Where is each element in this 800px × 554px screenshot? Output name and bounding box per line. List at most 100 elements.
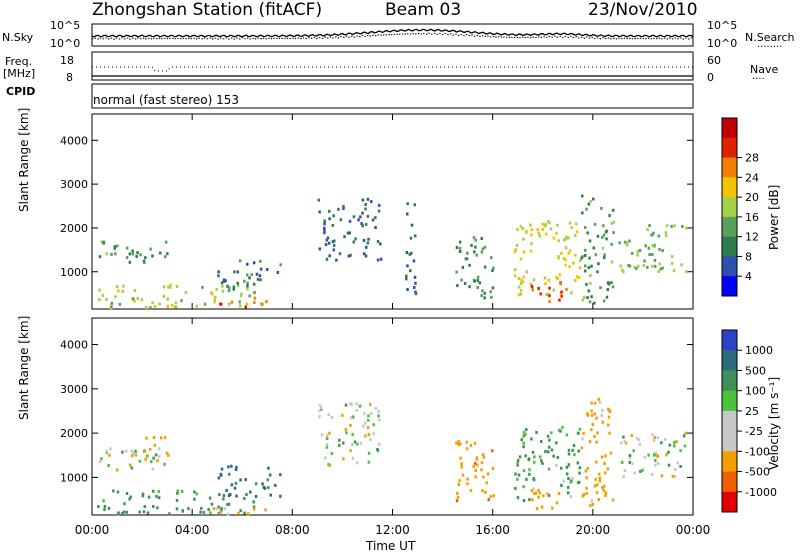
- velocity-data-cell: [141, 494, 145, 498]
- power-data-cell: [536, 228, 539, 232]
- power-data-cell: [158, 302, 161, 306]
- n-search-tick-bottom: 10^0: [707, 37, 738, 50]
- velocity-data-cell: [532, 487, 535, 491]
- velocity-data-cell: [167, 453, 170, 457]
- power-data-cell: [612, 231, 615, 235]
- velocity-data-cell: [239, 509, 242, 513]
- power-data-cell: [574, 253, 577, 257]
- power-data-cell: [458, 246, 462, 250]
- power-data-cell: [213, 298, 217, 302]
- power-data-cell: [376, 258, 380, 262]
- power-data-cell: [326, 236, 330, 240]
- x-tick-label: 08:00: [275, 523, 310, 537]
- velocity-colorbar-segment: [722, 390, 737, 412]
- power-data-cell: [564, 263, 567, 267]
- velocity-data-cell: [551, 506, 554, 510]
- velocity-data-cell: [175, 498, 179, 502]
- power-data-cell: [335, 258, 338, 262]
- velocity-data-cell: [593, 412, 596, 416]
- velocity-data-cell: [623, 439, 627, 443]
- power-data-cell: [406, 288, 409, 291]
- power-data-cell: [256, 277, 260, 281]
- power-data-cell: [222, 278, 226, 282]
- power-data-cell: [361, 198, 365, 202]
- velocity-data-cell: [328, 463, 332, 467]
- power-data-cell: [100, 240, 103, 244]
- power-data-cell: [608, 214, 611, 218]
- power-data-cell: [601, 246, 605, 250]
- power-colorbar-tick-label: 12: [745, 231, 759, 244]
- power-data-cell: [236, 284, 240, 287]
- power-data-cell: [166, 305, 169, 308]
- velocity-data-cell: [130, 449, 134, 453]
- power-data-cell: [603, 253, 606, 257]
- power-data-cell: [618, 241, 621, 245]
- power-ytick-label: 4000: [60, 134, 88, 147]
- velocity-data-cell: [566, 491, 570, 495]
- velocity-data-cell: [160, 436, 163, 440]
- power-data-cell: [118, 302, 122, 306]
- power-data-cell: [228, 286, 231, 290]
- power-data-cell: [164, 240, 168, 244]
- power-data-cell: [605, 229, 608, 233]
- velocity-data-cell: [540, 459, 543, 463]
- velocity-data-cell: [638, 442, 642, 446]
- velocity-data-cell: [603, 462, 606, 465]
- power-data-cell: [654, 264, 657, 268]
- power-data-cell: [564, 258, 567, 262]
- power-data-cell: [589, 274, 592, 277]
- velocity-data-cell: [461, 473, 465, 477]
- velocity-data-cell: [252, 505, 256, 509]
- velocity-data-cell: [148, 447, 152, 451]
- power-data-cell: [480, 250, 484, 254]
- velocity-data-cell: [208, 496, 212, 500]
- velocity-data-cell: [364, 434, 367, 438]
- velocity-data-cell: [469, 444, 473, 448]
- velocity-data-cell: [228, 472, 231, 476]
- power-data-cell: [413, 286, 416, 289]
- velocity-data-cell: [596, 431, 599, 435]
- power-data-cell: [636, 250, 639, 254]
- power-data-cell: [245, 302, 249, 306]
- power-data-cell: [625, 243, 629, 247]
- power-data-cell: [519, 292, 523, 296]
- power-data-cell: [557, 256, 560, 260]
- date-label: 23/Nov/2010: [588, 0, 698, 20]
- power-colorbar-tick-label: 16: [745, 211, 759, 224]
- velocity-data-cell: [367, 418, 370, 422]
- velocity-data-cell: [580, 446, 584, 450]
- velocity-data-cell: [585, 476, 588, 480]
- velocity-data-cell: [460, 465, 463, 469]
- velocity-data-cell: [108, 453, 111, 457]
- velocity-data-cell: [652, 453, 656, 457]
- power-data-cell: [588, 300, 592, 304]
- velocity-data-cell: [455, 441, 458, 445]
- power-data-cell: [332, 214, 335, 218]
- power-data-cell: [480, 294, 483, 298]
- power-colorbar-tick-label: 20: [745, 191, 759, 204]
- power-data-cell: [589, 281, 592, 285]
- power-data-cell: [483, 245, 487, 249]
- power-data-cell: [366, 197, 370, 201]
- velocity-data-cell: [607, 407, 610, 411]
- power-data-cell: [405, 251, 409, 254]
- x-tick-label: 20:00: [576, 523, 611, 537]
- power-data-cell: [221, 284, 224, 288]
- power-data-cell: [259, 259, 262, 263]
- velocity-data-cell: [367, 433, 371, 436]
- power-data-cell: [602, 299, 606, 303]
- power-data-cell: [548, 221, 551, 225]
- velocity-data-cell: [102, 499, 105, 503]
- power-data-cell: [333, 239, 336, 243]
- power-data-cell: [648, 253, 651, 257]
- power-data-cell: [555, 231, 558, 235]
- velocity-data-cell: [682, 434, 686, 438]
- power-data-cell: [410, 223, 414, 227]
- velocity-data-cell: [522, 430, 526, 434]
- velocity-data-cell: [590, 428, 593, 432]
- velocity-data-cell: [267, 466, 270, 470]
- velocity-data-cell: [268, 473, 272, 477]
- velocity-data-cell: [660, 441, 663, 445]
- velocity-data-cell: [349, 423, 352, 427]
- power-ytick-label: 1000: [60, 266, 88, 279]
